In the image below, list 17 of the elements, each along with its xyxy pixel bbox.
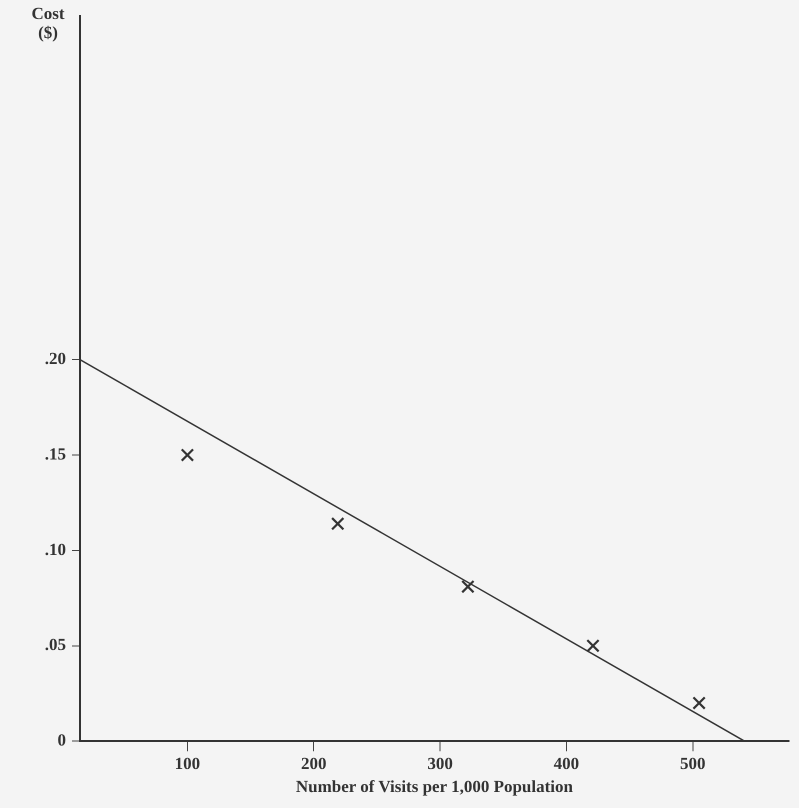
y-tick-label: .05 bbox=[44, 635, 66, 654]
point bbox=[586, 639, 600, 653]
x-tick-label: 300 bbox=[427, 754, 453, 773]
x-tick-label: 500 bbox=[680, 754, 706, 773]
y-axis-title: Cost ($) bbox=[31, 4, 65, 42]
x-tick-label: 100 bbox=[174, 754, 200, 773]
point bbox=[180, 448, 194, 462]
point bbox=[330, 516, 345, 530]
x-tick-label: 400 bbox=[554, 754, 580, 773]
point bbox=[692, 696, 706, 710]
y-tick-label: .15 bbox=[44, 444, 66, 464]
point bbox=[461, 580, 475, 594]
y-tick-label: 0 bbox=[58, 730, 66, 750]
y-tick-label: .10 bbox=[44, 540, 66, 559]
x-axis-title: Number of Visits per 1,000 Population bbox=[296, 777, 574, 796]
x-tick-label: 200 bbox=[300, 754, 326, 773]
y-tick-label: .20 bbox=[44, 349, 66, 368]
